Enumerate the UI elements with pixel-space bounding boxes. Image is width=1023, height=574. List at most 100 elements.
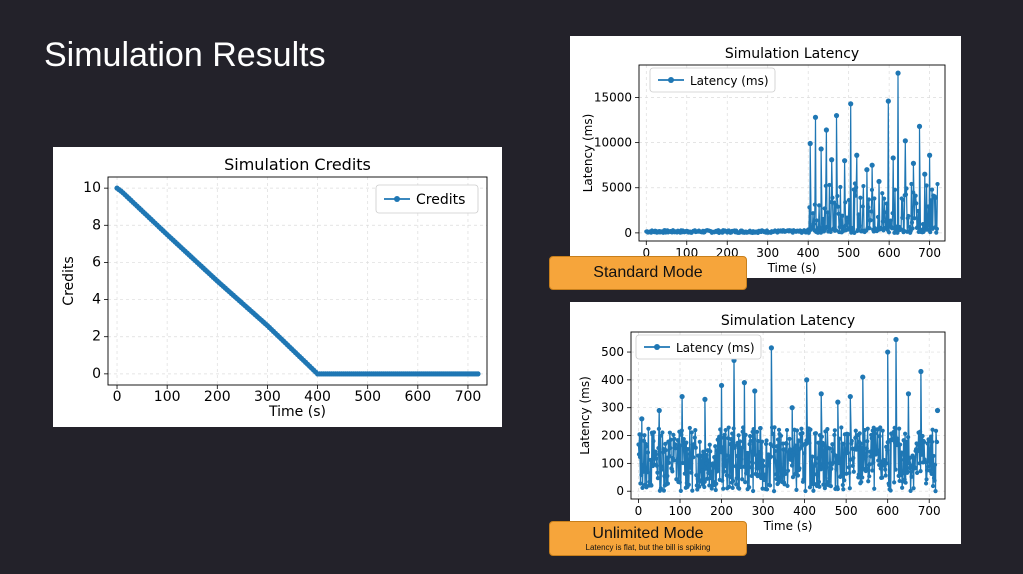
unlimited-point <box>822 486 827 491</box>
standard-peak-point <box>890 155 896 161</box>
unlimited-point <box>756 449 762 455</box>
unlimited-point <box>799 426 804 431</box>
unlimited-point <box>834 467 839 472</box>
y-tick-label: 100 <box>601 456 624 470</box>
unlimited-point <box>785 468 791 473</box>
unlimited-point <box>917 461 922 466</box>
x-tick-label: 200 <box>710 504 733 518</box>
unlimited-point <box>847 486 852 491</box>
standard-point <box>828 229 833 234</box>
unlimited-point <box>733 464 738 469</box>
standard-peak-point <box>902 138 908 144</box>
standard-peak-point <box>807 140 813 147</box>
unlimited-point <box>863 454 868 460</box>
unlimited-point <box>688 451 693 457</box>
unlimited-point <box>720 445 725 450</box>
unlimited-point <box>763 441 769 447</box>
standard-point <box>861 183 866 189</box>
unlimited-point <box>728 442 733 447</box>
standard-point <box>892 187 898 192</box>
unlimited-point <box>680 460 685 466</box>
standard-point <box>882 210 887 215</box>
unlimited-mode-badge: Unlimited Mode Latency is flat, but the … <box>549 521 747 556</box>
unlimited-point <box>912 466 918 471</box>
unlimited-point <box>641 469 646 474</box>
standard-peak-point <box>910 160 917 166</box>
unlimited-point <box>744 471 749 476</box>
unlimited-point <box>851 455 856 461</box>
standard-point <box>817 203 822 208</box>
unlimited-point <box>739 445 744 450</box>
unlimited-peak-point <box>835 399 841 405</box>
standard-point <box>928 198 933 203</box>
standard-point <box>912 216 917 221</box>
unlimited-peak-point <box>679 393 685 400</box>
unlimited-point <box>735 453 740 459</box>
unlimited-point <box>794 428 800 433</box>
unlimited-point <box>730 485 735 490</box>
unlimited-point <box>776 427 782 432</box>
unlimited-point <box>928 447 933 452</box>
unlimited-point <box>865 439 870 444</box>
standard-point <box>840 213 845 218</box>
unlimited-point <box>892 480 897 485</box>
unlimited-point <box>700 468 705 473</box>
unlimited-peak-point <box>656 407 662 414</box>
unlimited-point <box>660 430 665 435</box>
standard-mode-badge: Standard Mode <box>549 256 747 290</box>
unlimited-peak-point <box>905 391 912 397</box>
unlimited-point <box>731 478 736 484</box>
x-tick-label: 400 <box>797 246 820 260</box>
standard-point <box>822 206 827 211</box>
unlimited-point <box>708 449 713 454</box>
standard-peak-point <box>829 157 835 163</box>
x-tick-label: 500 <box>835 504 858 518</box>
standard-peak-point <box>927 152 933 158</box>
y-axis-label: Latency (ms) <box>578 376 592 455</box>
unlimited-point <box>813 431 819 436</box>
unlimited-point <box>714 481 719 486</box>
unlimited-point <box>887 483 892 488</box>
unlimited-point <box>849 438 854 444</box>
unlimited-point <box>756 466 761 471</box>
unlimited-point <box>802 451 807 456</box>
x-tick-label: 700 <box>455 389 482 405</box>
x-tick-label: 400 <box>793 504 816 518</box>
unlimited-point <box>901 471 906 476</box>
unlimited-point <box>749 473 754 479</box>
unlimited-point <box>807 440 812 446</box>
unlimited-point <box>706 458 711 463</box>
unlimited-point <box>864 466 869 471</box>
unlimited-point <box>727 454 732 459</box>
y-tick-label: 5000 <box>601 181 632 195</box>
unlimited-point <box>891 436 896 441</box>
unlimited-point <box>718 427 723 432</box>
x-tick-label: 300 <box>254 389 281 405</box>
unlimited-point <box>904 439 909 444</box>
unlimited-point <box>682 447 687 452</box>
unlimited-point <box>891 429 896 435</box>
unlimited-latency-chart: Simulation Latency 0 100 200 300 400 500 600 700… <box>578 313 946 533</box>
unlimited-point <box>774 476 779 482</box>
y-tick-label: 500 <box>601 345 624 359</box>
standard-point <box>860 204 865 209</box>
unlimited-point <box>865 426 870 431</box>
standard-point <box>869 209 874 214</box>
unlimited-point <box>825 427 830 432</box>
unlimited-point <box>690 488 695 493</box>
unlimited-point <box>707 442 712 447</box>
unlimited-point <box>877 434 882 439</box>
unlimited-point <box>654 456 659 461</box>
unlimited-point <box>677 480 682 485</box>
unlimited-point <box>811 488 816 493</box>
x-tick-label: 600 <box>404 389 431 405</box>
unlimited-point <box>760 458 766 463</box>
unlimited-point <box>754 460 759 466</box>
unlimited-point <box>768 454 774 459</box>
unlimited-point <box>723 464 728 469</box>
unlimited-point <box>765 463 771 468</box>
standard-point <box>915 225 920 230</box>
unlimited-point <box>880 428 885 433</box>
unlimited-point <box>704 461 709 466</box>
